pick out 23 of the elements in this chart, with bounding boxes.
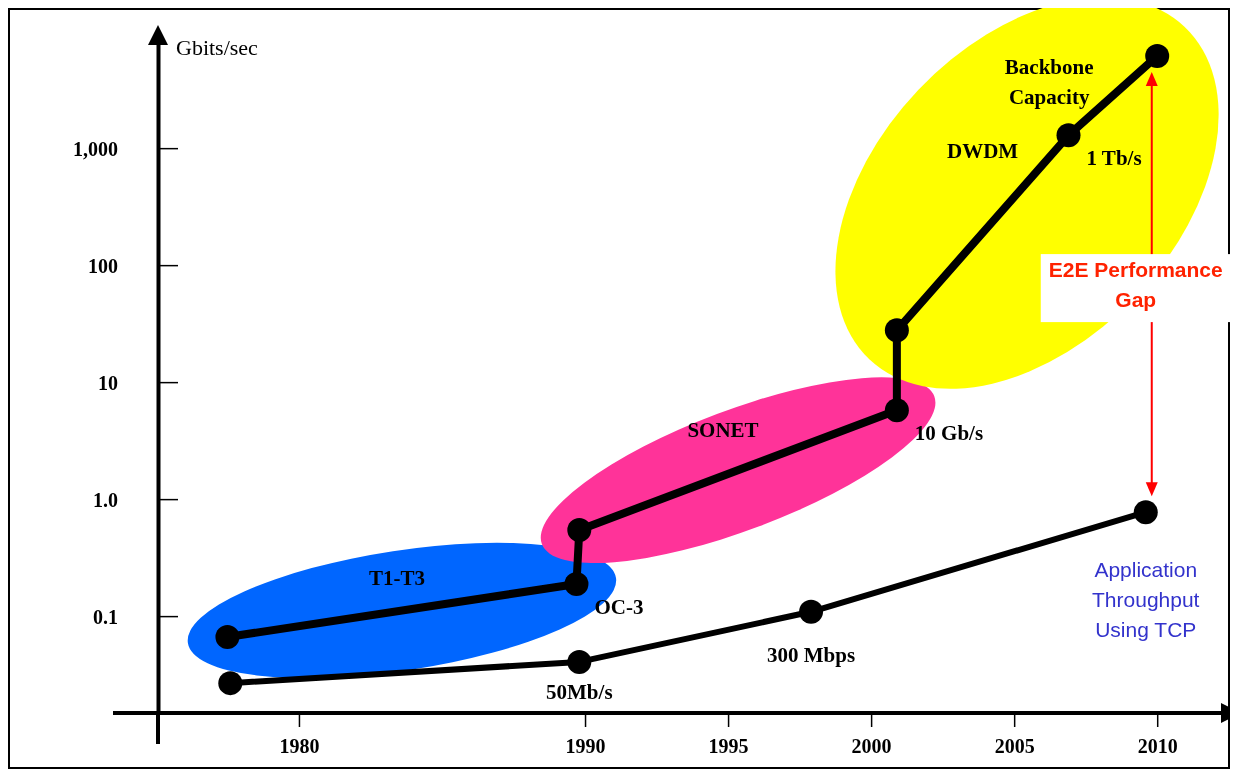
y-tick-label: 100	[88, 254, 118, 277]
x-tick-label: 2005	[994, 735, 1035, 758]
x-tick-label: 1990	[565, 735, 606, 758]
annotation: OC-3	[594, 595, 644, 619]
annotation: DWDM	[947, 138, 1019, 163]
x-tick-label: 1980	[279, 735, 320, 758]
annotation: E2E Performance Gap	[1048, 258, 1223, 312]
annotation: 300 Mbps	[766, 642, 856, 667]
annotation: 1 Tb/s	[1086, 146, 1142, 171]
annotation: 10 Gb/s	[914, 421, 984, 446]
y-axis-title: Gbits/sec	[176, 35, 259, 60]
series-label: Application Throughput Using TCP	[1092, 558, 1200, 642]
y-tick-label: 0.1	[93, 605, 118, 628]
y-tick-label: 10	[98, 371, 118, 394]
annotation: SONET	[687, 418, 759, 443]
x-tick-label: 2000	[851, 735, 892, 758]
x-tick-label: 2010	[1137, 735, 1178, 758]
y-tick-label: 1.0	[93, 488, 118, 511]
annotation: 50Mb/s	[546, 680, 613, 704]
annotation: T1-T3	[369, 566, 426, 591]
y-tick-label: 1,000	[73, 137, 118, 160]
x-tick-label: 1995	[708, 735, 749, 758]
series-label: Backbone Capacity	[1004, 54, 1094, 109]
